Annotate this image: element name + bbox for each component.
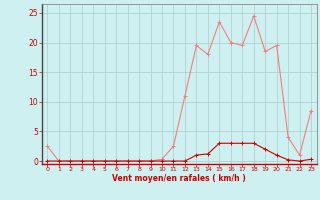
X-axis label: Vent moyen/en rafales ( km/h ): Vent moyen/en rafales ( km/h ) [112, 174, 246, 183]
